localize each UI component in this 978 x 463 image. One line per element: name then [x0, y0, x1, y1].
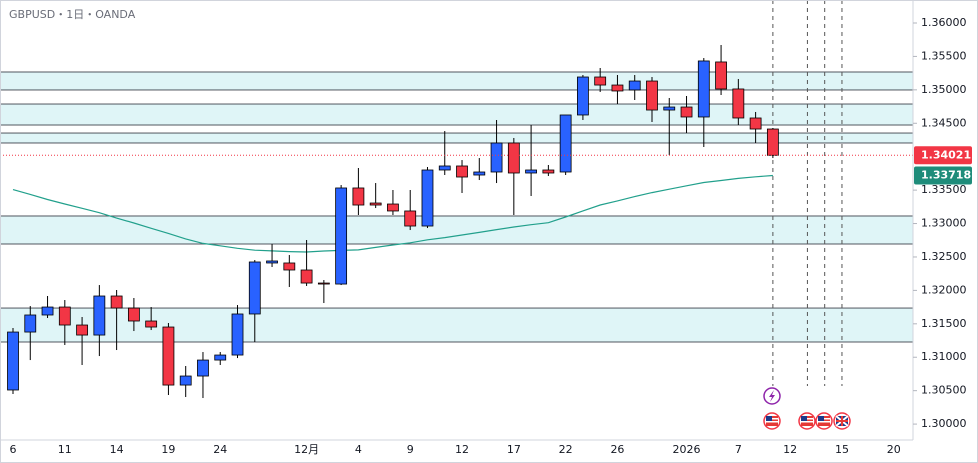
y-tick-label: 1.35500	[921, 49, 967, 62]
y-tick-label: 1.30000	[921, 417, 967, 430]
last-price-box	[914, 146, 972, 165]
candle-body	[110, 295, 123, 309]
x-tick-label: 9	[407, 443, 414, 456]
candle-body	[248, 261, 261, 315]
candle-body	[197, 359, 209, 377]
y-tick-label: 1.35000	[921, 83, 967, 96]
chart-title: GBPUSD・1日・OANDA	[9, 8, 136, 21]
candle-body	[317, 282, 330, 285]
candle-body	[76, 324, 88, 336]
candle-body	[421, 169, 434, 227]
zones	[0, 0, 914, 386]
price-zone	[0, 307, 914, 343]
candle-body	[231, 313, 244, 356]
candle-body	[369, 202, 382, 206]
candle-body	[456, 165, 468, 178]
candle-body	[7, 331, 19, 391]
candle-body	[559, 114, 572, 173]
event-icon	[769, 390, 775, 402]
candle-body	[473, 171, 486, 176]
candle-body	[525, 169, 537, 174]
candle-body	[387, 203, 399, 212]
moving-average	[12, 174, 773, 253]
candle-body	[697, 60, 710, 118]
candle-body	[335, 187, 348, 285]
candle-body	[732, 88, 745, 119]
candle-body	[127, 307, 140, 322]
x-tick-label: 6	[10, 443, 17, 456]
ma-value-box	[914, 166, 972, 185]
x-tick-label: 12	[783, 443, 797, 456]
y-tick-label: 1.31500	[921, 317, 967, 330]
candle-body	[58, 306, 71, 326]
candle-body	[93, 295, 106, 336]
flag-uk	[833, 412, 851, 430]
x-tick-label: 22	[559, 443, 573, 456]
candle-body	[266, 260, 278, 264]
x-tick-label: 7	[735, 443, 742, 456]
candle-body	[300, 269, 313, 284]
candle-body	[715, 61, 727, 90]
candle-body	[214, 354, 227, 361]
x-tick-label: 4	[355, 443, 362, 456]
x-tick-label: 12月	[294, 443, 319, 456]
flag-us	[815, 412, 833, 430]
candle-body	[542, 169, 555, 174]
candle-body	[611, 84, 624, 92]
price-zone	[0, 103, 914, 126]
x-tick-label: 26	[610, 443, 624, 456]
candle-body	[438, 165, 451, 171]
candle-body	[179, 375, 192, 386]
x-tick-label: 2026	[673, 443, 701, 456]
candle-body	[41, 306, 54, 316]
candle-body	[490, 142, 503, 173]
candle-body	[404, 210, 417, 227]
y-tick-label: 1.32000	[921, 283, 967, 296]
y-tick-label: 1.32500	[921, 250, 967, 263]
x-tick-label: 15	[835, 443, 849, 456]
candle-body	[162, 326, 175, 386]
candle-body	[24, 314, 37, 333]
candle-body	[145, 320, 158, 328]
event-markers	[763, 387, 851, 430]
last-price-label: 1.34021	[921, 148, 971, 161]
candle-body	[283, 262, 296, 271]
x-tick-label: 14	[110, 443, 124, 456]
x-tick-label: 19	[161, 443, 175, 456]
candle-body	[594, 76, 607, 86]
x-tick-label: 11	[58, 443, 72, 456]
y-tick-label: 1.30500	[921, 384, 967, 397]
x-tick-label: 17	[507, 443, 521, 456]
y-tick-label: 1.33000	[921, 217, 967, 230]
candle-body	[507, 142, 520, 174]
candle-body	[680, 106, 693, 118]
y-tick-label: 1.33500	[921, 183, 967, 196]
candle-body	[663, 106, 676, 111]
x-tick-label: 24	[213, 443, 227, 456]
y-tick-label: 1.31000	[921, 350, 967, 363]
candle-body	[749, 117, 762, 130]
flag-us	[763, 412, 781, 430]
candle-body	[352, 187, 365, 206]
x-tick-label: 20	[887, 443, 901, 456]
price-zone	[0, 215, 914, 245]
candle-body	[577, 76, 589, 116]
x-tick-label: 12	[455, 443, 469, 456]
price-zone	[0, 71, 914, 91]
candle-body	[766, 128, 779, 156]
flag-us	[798, 412, 816, 430]
marks	[0, 44, 913, 399]
candle-body	[646, 80, 658, 111]
ma-value-label: 1.33718	[921, 169, 971, 182]
y-tick-label: 1.36000	[921, 16, 967, 29]
y-tick-label: 1.34500	[921, 116, 967, 129]
candle-body	[628, 80, 641, 91]
